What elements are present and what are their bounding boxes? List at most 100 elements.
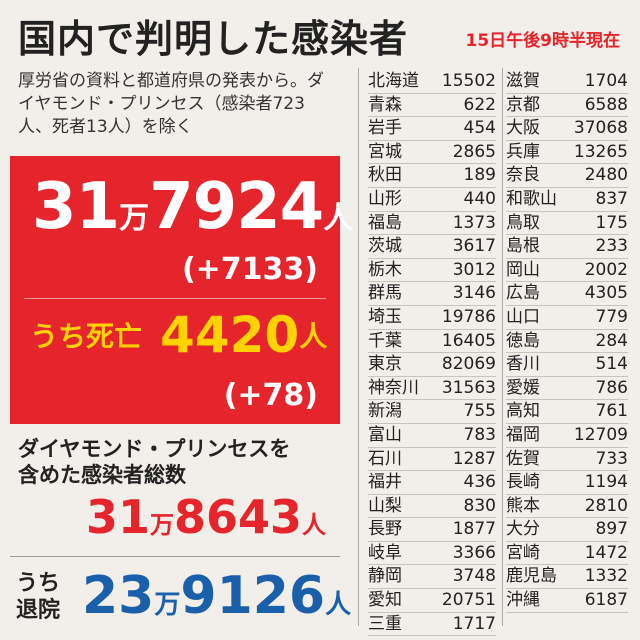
recovered-num-b: 9126 <box>180 566 326 626</box>
prefecture-name: 岩手 <box>368 118 402 139</box>
prefecture-name: 広島 <box>506 283 540 304</box>
source-note: 厚労省の資料と都道府県の発表から。ダイヤモンド・プリンセス（感染者723人、死者… <box>18 71 324 137</box>
prefecture-count: 3146 <box>452 283 496 304</box>
prefecture-row: 新潟 755 <box>368 400 496 424</box>
prefecture-row: 山口 779 <box>506 306 628 330</box>
prefecture-count: 761 <box>595 401 628 422</box>
death-label: うち死亡 <box>30 320 143 353</box>
prefecture-row: 山梨 830 <box>368 495 496 519</box>
prefecture-row: 宮城 2865 <box>368 141 496 165</box>
prefecture-name: 和歌山 <box>506 188 557 209</box>
prefecture-row: 鹿児島 1332 <box>506 565 628 590</box>
death-unit: 人 <box>299 320 328 353</box>
prefecture-name: 愛媛 <box>506 377 540 398</box>
prefecture-row: 石川 1287 <box>368 448 496 472</box>
including-ship-label-line1: ダイヤモンド・プリンセスを <box>18 437 291 461</box>
header: 国内で判明した感染者 15日午後9時半現在 <box>0 0 640 62</box>
prefecture-count: 755 <box>463 401 496 422</box>
prefecture-count: 733 <box>595 448 628 469</box>
prefecture-row: 愛媛 786 <box>506 377 628 401</box>
including-ship-label: ダイヤモンド・プリンセスを 含めた感染者総数 <box>18 436 290 488</box>
prefecture-name: 埼玉 <box>368 306 402 327</box>
prefecture-count: 284 <box>595 330 628 351</box>
prefecture-row: 静岡 3748 <box>368 565 496 590</box>
prefecture-row: 三重 1717 <box>368 613 496 637</box>
prefecture-name: 徳島 <box>506 330 540 351</box>
prefecture-name: 神奈川 <box>368 377 419 398</box>
prefecture-name: 静岡 <box>368 566 402 587</box>
prefecture-row: 島根 233 <box>506 235 628 259</box>
prefecture-count: 897 <box>595 519 628 540</box>
incl-num-a: 31 <box>86 490 151 544</box>
prefecture-row: 埼玉 19786 <box>368 306 496 330</box>
prefecture-count: 786 <box>595 377 628 398</box>
prefecture-name: 大分 <box>506 519 540 540</box>
prefecture-count: 436 <box>463 472 496 493</box>
prefecture-count: 6588 <box>584 94 628 115</box>
prefecture-count: 837 <box>595 188 628 209</box>
prefecture-count: 16405 <box>441 330 496 351</box>
prefecture-name: 東京 <box>368 354 402 375</box>
prefecture-name: 山形 <box>368 188 402 209</box>
death-num: 4420 <box>160 306 300 364</box>
prefecture-name: 千葉 <box>368 330 402 351</box>
recovered-label-line1: うち <box>16 571 61 596</box>
prefecture-count: 12709 <box>573 424 628 445</box>
prefecture-count: 15502 <box>441 71 496 91</box>
prefecture-count: 31563 <box>441 377 496 398</box>
prefecture-row: 鳥取 175 <box>506 212 628 236</box>
prefecture-count: 3012 <box>452 259 496 280</box>
prefecture-row: 茨城 3617 <box>368 235 496 259</box>
prefecture-row: 大阪 37068 <box>506 117 628 141</box>
including-ship-total: 31万8643人 <box>86 490 326 544</box>
prefecture-name: 宮崎 <box>506 542 540 563</box>
prefecture-row: 福島 1373 <box>368 212 496 236</box>
total-num-b: 7924 <box>149 170 324 244</box>
prefecture-count: 779 <box>595 306 628 327</box>
incl-num-b: 8643 <box>174 490 303 544</box>
prefecture-name: 三重 <box>368 613 402 634</box>
prefecture-name: 滋賀 <box>506 71 540 91</box>
prefecture-count: 622 <box>463 94 496 115</box>
separator <box>10 556 340 557</box>
prefecture-name: 高知 <box>506 401 540 422</box>
prefecture-row: 神奈川 31563 <box>368 377 496 401</box>
prefecture-name: 鹿児島 <box>506 566 557 587</box>
prefecture-name: 青森 <box>368 94 402 115</box>
prefecture-count: 13265 <box>573 141 628 162</box>
prefecture-row: 佐賀 733 <box>506 448 628 472</box>
prefecture-row: 東京 82069 <box>368 353 496 377</box>
including-ship-label-line2: 含めた感染者総数 <box>18 463 186 487</box>
prefecture-name: 福島 <box>368 212 402 233</box>
recovered-unit: 人 <box>325 590 352 620</box>
recovered-label: うち 退院 <box>16 570 60 624</box>
prefecture-count: 783 <box>463 424 496 445</box>
prefecture-count: 3748 <box>452 566 496 587</box>
prefecture-count: 175 <box>595 212 628 233</box>
prefecture-count: 2865 <box>452 141 496 162</box>
prefecture-count: 1472 <box>584 542 628 563</box>
prefecture-name: 長崎 <box>506 472 540 493</box>
prefecture-count: 1287 <box>452 448 496 469</box>
prefecture-name: 岡山 <box>506 259 540 280</box>
prefecture-row: 奈良 2480 <box>506 164 628 188</box>
divider <box>24 298 326 299</box>
prefecture-count: 1704 <box>584 71 628 91</box>
prefecture-count: 1332 <box>584 566 628 587</box>
prefecture-name: 福井 <box>368 472 402 493</box>
recovered-total: 23万9126人 <box>82 566 351 626</box>
prefecture-row: 岡山 2002 <box>506 259 628 283</box>
prefecture-row: 長崎 1194 <box>506 471 628 495</box>
prefecture-list-left: 北海道 15502 青森 622 岩手 454 宮城 2865 秋田 189 山形 440 福島 1373… <box>368 70 496 637</box>
prefecture-count: 2480 <box>584 165 628 186</box>
prefecture-row: 兵庫 13265 <box>506 141 628 165</box>
prefecture-row: 滋賀 1704 <box>506 70 628 94</box>
prefecture-name: 大阪 <box>506 118 540 139</box>
prefecture-name: 宮城 <box>368 141 402 162</box>
prefecture-row: 高知 761 <box>506 400 628 424</box>
prefecture-row: 秋田 189 <box>368 164 496 188</box>
prefecture-count: 3366 <box>452 542 496 563</box>
prefecture-row: 福井 436 <box>368 471 496 495</box>
prefecture-name: 鳥取 <box>506 212 540 233</box>
prefecture-count: 2002 <box>584 259 628 280</box>
